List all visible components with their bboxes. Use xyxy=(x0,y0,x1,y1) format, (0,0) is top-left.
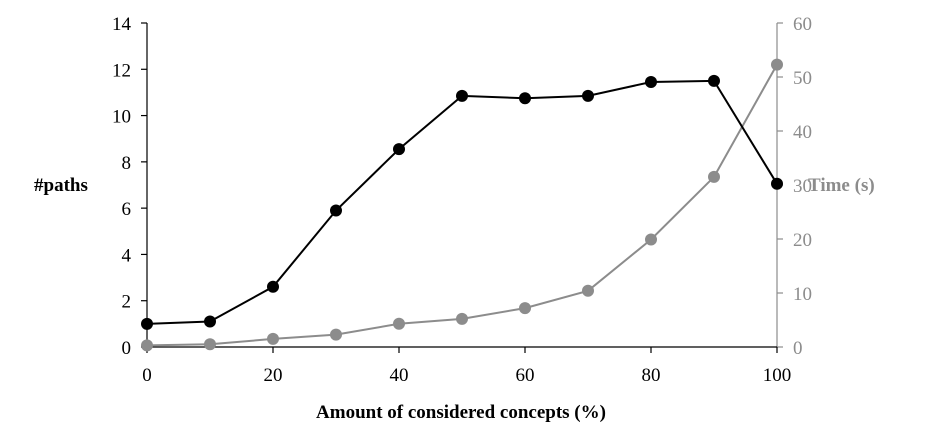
time-data-point xyxy=(141,339,153,352)
series-group xyxy=(141,58,783,352)
paths-data-point xyxy=(582,89,594,102)
y-left-tick-label: 14 xyxy=(112,14,132,35)
y-right-tick-label: 60 xyxy=(793,14,812,35)
y-right-tick-label: 20 xyxy=(793,230,812,251)
paths-data-point xyxy=(456,89,468,102)
y-left-tick-label: 0 xyxy=(122,338,132,359)
paths-data-point xyxy=(519,92,531,105)
time-data-point xyxy=(519,302,531,315)
y-right-tick-label: 0 xyxy=(793,338,803,359)
time-data-point xyxy=(582,284,594,297)
y-right-tick-label: 30 xyxy=(793,176,812,197)
y-left-tick-label: 2 xyxy=(122,292,132,313)
paths-data-point xyxy=(708,74,720,87)
time-data-point xyxy=(330,328,342,341)
y-left-tick-label: 8 xyxy=(122,153,132,174)
paths-data-point xyxy=(330,204,342,217)
time-data-point xyxy=(456,312,468,325)
y-left-tick-label: 4 xyxy=(122,245,132,266)
x-tick-label: 60 xyxy=(516,365,535,386)
x-tick-label: 100 xyxy=(763,365,792,386)
y-right-axis-title: Time (s) xyxy=(808,175,875,196)
paths-data-point xyxy=(204,315,216,328)
time-data-point xyxy=(267,332,279,345)
y-left-axis-title: #paths xyxy=(34,175,88,196)
x-tick-label: 0 xyxy=(142,365,152,386)
x-tick-label: 20 xyxy=(264,365,283,386)
time-data-point xyxy=(393,317,405,330)
x-axis-title: Amount of considered concepts (%) xyxy=(316,402,606,423)
paths-data-point xyxy=(141,317,153,330)
y-left-tick-label: 10 xyxy=(112,107,131,128)
y-right-tick-label: 40 xyxy=(793,122,812,143)
paths-data-point xyxy=(645,76,657,88)
paths-data-point xyxy=(771,177,783,190)
time-data-point xyxy=(771,58,783,71)
time-data-point xyxy=(708,170,720,183)
x-tick-label: 40 xyxy=(390,365,409,386)
y-left-tick-label: 6 xyxy=(122,199,132,220)
x-tick-label: 80 xyxy=(642,365,661,386)
axes: 0 2 4 6 8 10 12 14 0 10 20 30 40 50 60 0 20 40 60 80 100 xyxy=(112,14,812,386)
y-left-tick-label: 12 xyxy=(112,60,131,81)
time-data-point xyxy=(645,233,657,246)
y-right-tick-label: 50 xyxy=(793,68,812,89)
paths-data-point xyxy=(393,143,405,156)
paths-series-line xyxy=(146,79,778,325)
time-data-point xyxy=(204,338,216,351)
y-right-tick-label: 10 xyxy=(793,284,812,305)
paths-data-point xyxy=(267,280,279,293)
